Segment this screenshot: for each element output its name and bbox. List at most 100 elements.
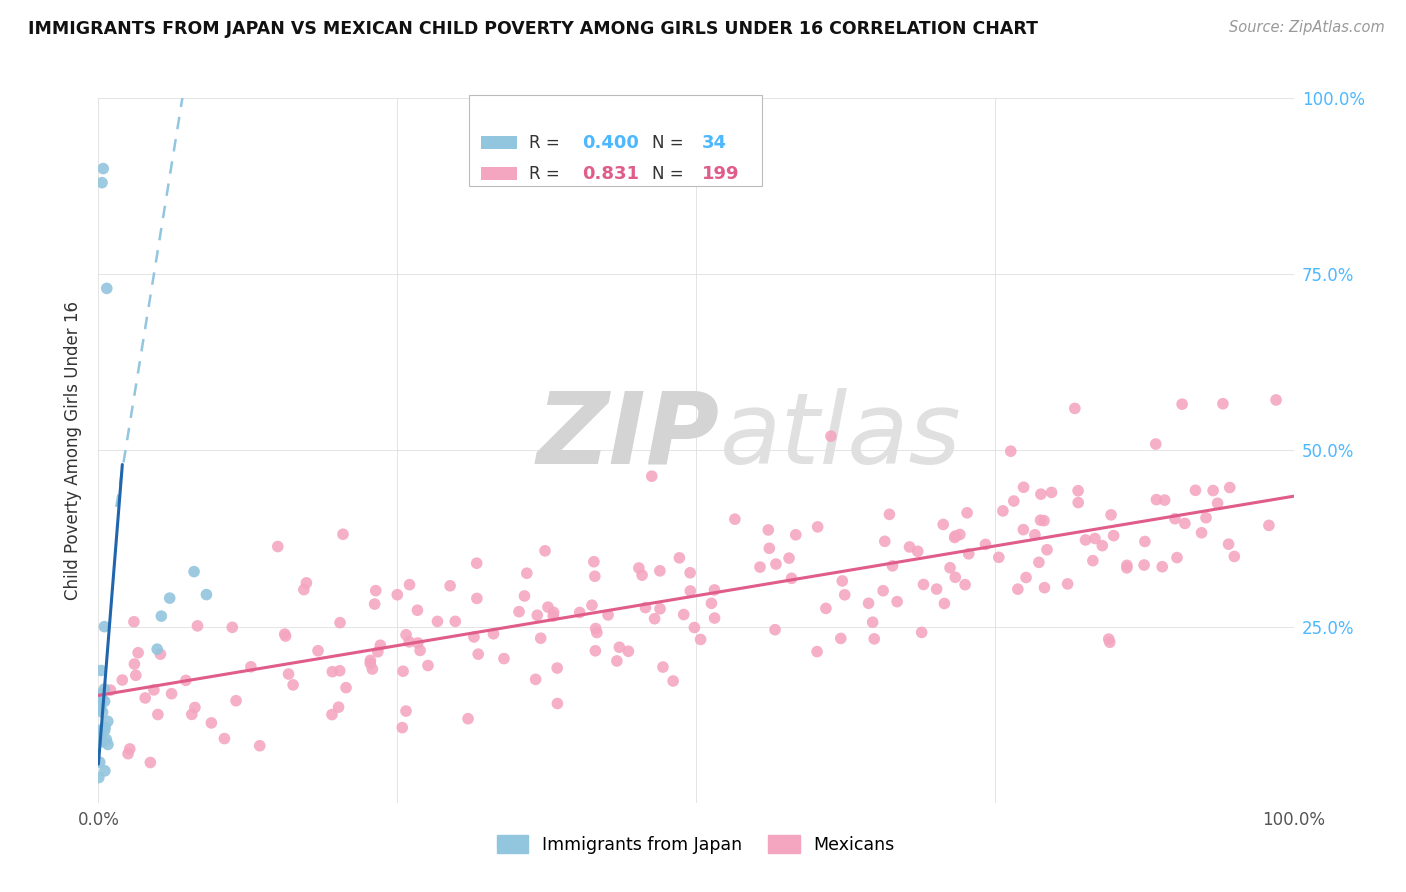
Point: [863, 632, 886, 646]
Point: [93, 619, 115, 633]
Point: [1029, 487, 1052, 501]
Point: [94, 721, 117, 735]
Point: [225, 694, 247, 708]
Point: [652, 660, 675, 674]
Point: [370, 638, 392, 652]
Point: [409, 643, 432, 657]
Point: [444, 615, 467, 629]
Point: [200, 715, 222, 730]
Point: [1223, 549, 1246, 564]
Point: [543, 606, 565, 620]
Point: [146, 642, 169, 657]
Text: ZIP: ZIP: [537, 388, 720, 485]
Point: [90, 687, 112, 701]
Point: [1098, 632, 1121, 646]
Point: [221, 620, 243, 634]
Point: [91, 724, 114, 739]
Point: [1067, 495, 1090, 509]
Point: [886, 594, 908, 608]
Point: [1191, 525, 1213, 540]
Point: [87, 771, 110, 785]
Point: [97, 738, 120, 752]
Point: [634, 600, 657, 615]
Point: [1144, 492, 1167, 507]
Point: [321, 665, 343, 679]
Point: [763, 623, 786, 637]
Point: [1102, 528, 1125, 542]
Point: [537, 600, 560, 615]
Point: [160, 687, 183, 701]
Point: [1098, 635, 1121, 649]
Point: [1033, 581, 1056, 595]
Point: [363, 597, 385, 611]
Point: [359, 657, 381, 671]
Point: [364, 583, 387, 598]
Point: [1152, 559, 1174, 574]
Point: [1028, 555, 1050, 569]
Point: [395, 704, 418, 718]
Point: [142, 682, 165, 697]
Point: [91, 176, 114, 190]
Point: [89, 730, 111, 744]
Point: [568, 606, 591, 620]
Point: [122, 615, 145, 629]
Point: [90, 690, 112, 705]
Point: [911, 625, 934, 640]
Point: [581, 598, 603, 612]
Point: [648, 602, 671, 616]
Point: [907, 544, 929, 558]
Point: [700, 596, 723, 610]
Point: [668, 550, 690, 565]
Point: [526, 608, 548, 623]
Point: [91, 706, 114, 720]
Point: [807, 520, 830, 534]
Point: [335, 681, 357, 695]
Point: [90, 701, 112, 715]
Point: [530, 631, 553, 645]
Point: [1091, 539, 1114, 553]
Point: [277, 667, 299, 681]
Point: [96, 732, 118, 747]
Point: [672, 607, 695, 622]
Point: [516, 566, 538, 581]
Point: [1081, 554, 1104, 568]
Point: [1012, 523, 1035, 537]
Point: [281, 678, 304, 692]
Point: [321, 707, 343, 722]
Point: [93, 723, 115, 738]
Text: R =: R =: [529, 164, 565, 183]
Point: [439, 579, 461, 593]
Point: [1007, 582, 1029, 596]
Point: [465, 591, 488, 606]
Point: [183, 565, 205, 579]
Point: [174, 673, 197, 688]
Point: [1166, 550, 1188, 565]
Point: [273, 627, 295, 641]
Point: [585, 622, 607, 636]
Point: [1219, 481, 1241, 495]
Point: [943, 531, 966, 545]
Point: [329, 615, 352, 630]
Point: [1074, 533, 1097, 547]
Point: [361, 662, 384, 676]
Point: [492, 651, 515, 665]
Point: [1036, 542, 1059, 557]
Bar: [481, 136, 517, 149]
Point: [534, 544, 557, 558]
Point: [1033, 514, 1056, 528]
Point: [465, 556, 488, 570]
Point: [1056, 577, 1078, 591]
Point: [882, 558, 904, 573]
Point: [1153, 493, 1175, 508]
Text: 0.400: 0.400: [582, 134, 640, 152]
Point: [295, 575, 318, 590]
Point: [606, 654, 628, 668]
Legend: Immigrants from Japan, Mexicans: Immigrants from Japan, Mexicans: [491, 829, 901, 861]
Point: [406, 603, 429, 617]
Point: [1202, 483, 1225, 498]
Point: [831, 574, 853, 588]
Point: [134, 690, 156, 705]
Point: [94, 764, 117, 778]
Point: [934, 597, 956, 611]
Point: [1015, 570, 1038, 584]
